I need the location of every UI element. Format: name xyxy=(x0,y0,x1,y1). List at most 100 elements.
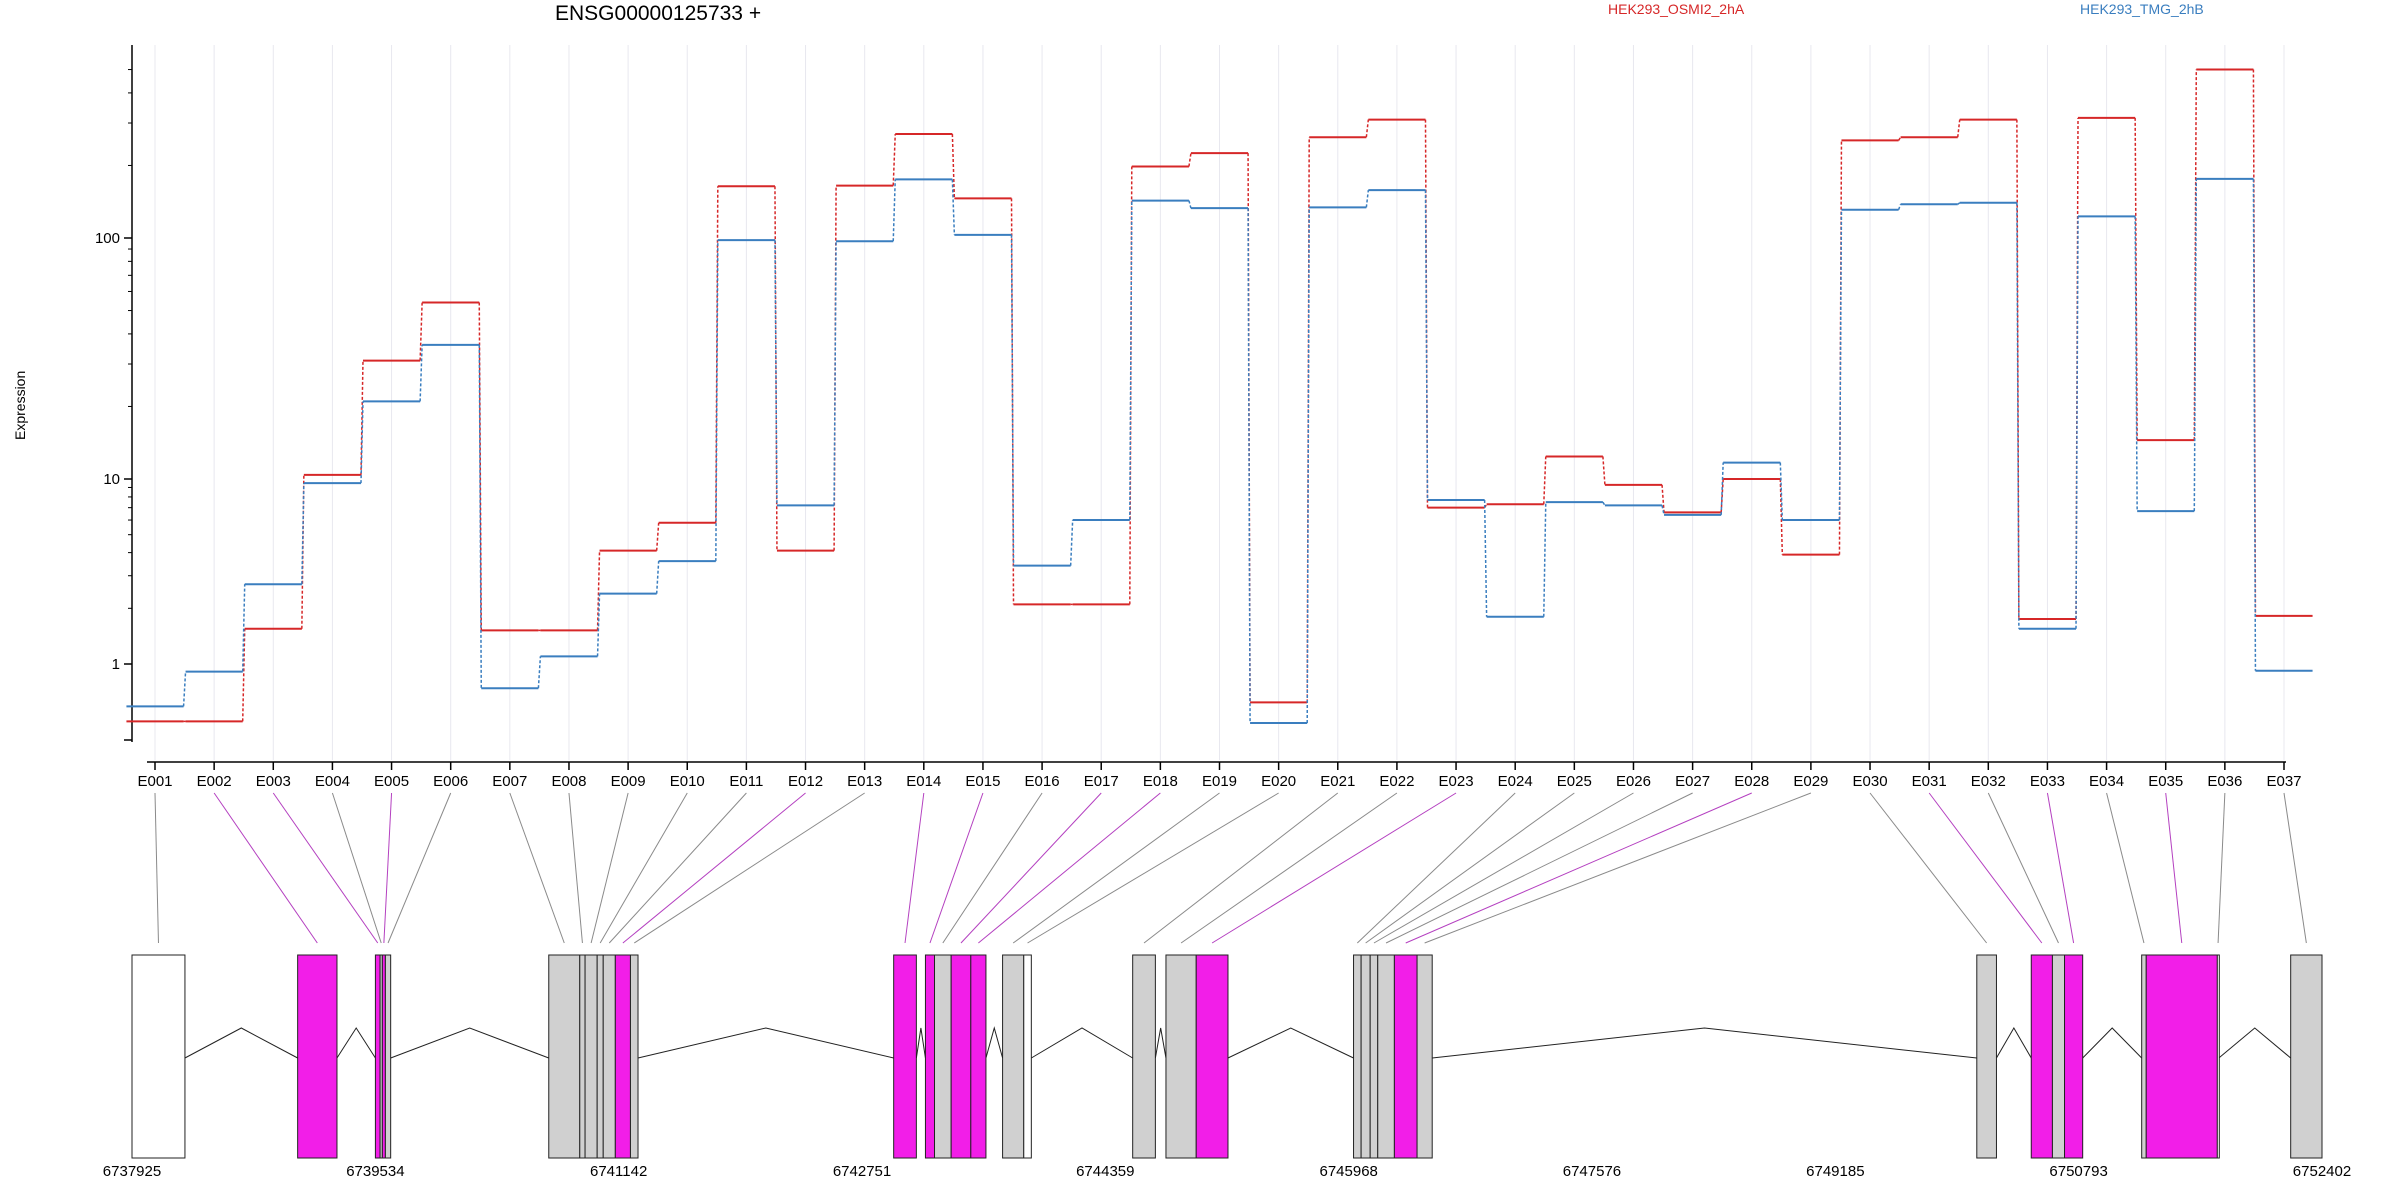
connector-E001 xyxy=(154,792,159,944)
coordinate-label: 6737925 xyxy=(103,1163,161,1180)
x-tick-label-E026: E026 xyxy=(1616,773,1651,790)
exon-E009 xyxy=(584,954,598,1159)
x-tick-label-E036: E036 xyxy=(2207,773,2242,790)
x-tick-label-E009: E009 xyxy=(611,773,646,790)
connector-E033 xyxy=(2046,792,2075,944)
connector-E020 xyxy=(1027,792,1279,944)
intron xyxy=(915,1027,926,1059)
y-axis-label: Expression xyxy=(12,370,28,440)
exon-boxes xyxy=(131,954,2323,1159)
x-axis-ticks: E001 E002 E003 E004 E005 E006 E007 E008 E009 E010… xyxy=(137,762,2302,790)
exon-E007 xyxy=(548,954,581,1159)
connector-E017 xyxy=(960,792,1102,944)
exon-E025 xyxy=(1360,954,1371,1159)
connector-E037 xyxy=(2283,792,2307,944)
exon-E033 xyxy=(2064,954,2084,1159)
coordinate-label: 6741142 xyxy=(590,1163,647,1180)
coordinate-label: 6752402 xyxy=(2293,1163,2351,1180)
exon-E003 xyxy=(374,954,381,1159)
connector-E004 xyxy=(331,792,382,944)
exon-E018 xyxy=(970,954,987,1159)
connector-E032 xyxy=(1987,792,2059,944)
x-tick-label-E005: E005 xyxy=(374,773,409,790)
x-tick-label-E034: E034 xyxy=(2089,773,2124,790)
x-tick-label-E016: E016 xyxy=(1025,773,1060,790)
x-tick-label-E022: E022 xyxy=(1379,773,1414,790)
coordinate-label: 6750793 xyxy=(2049,1163,2107,1180)
exon-E013 xyxy=(629,954,639,1159)
intron xyxy=(1227,1027,1354,1059)
x-tick-label-E006: E006 xyxy=(433,773,468,790)
exon-E001 xyxy=(131,954,186,1159)
x-tick-label-E027: E027 xyxy=(1675,773,1710,790)
y-tick-label: 10 xyxy=(103,471,120,488)
connector-E013 xyxy=(633,792,865,944)
intron xyxy=(985,1026,1004,1059)
connector-E026 xyxy=(1373,792,1634,944)
connector-E019 xyxy=(1012,792,1220,944)
connector-E022 xyxy=(1180,792,1398,944)
x-tick-label-E032: E032 xyxy=(1971,773,2006,790)
x-tick-label-E019: E019 xyxy=(1202,773,1237,790)
x-tick-label-E020: E020 xyxy=(1261,773,1296,790)
x-tick-label-E013: E013 xyxy=(847,773,882,790)
intron xyxy=(336,1027,376,1059)
series-2 xyxy=(126,177,2313,724)
exon-E028 xyxy=(1393,954,1418,1159)
coordinate-label: 6742751 xyxy=(833,1163,891,1180)
coordinate-label: 6749185 xyxy=(1806,1163,1864,1180)
connector-E007 xyxy=(509,792,565,944)
x-tick-label-E037: E037 xyxy=(2266,773,2301,790)
x-tick-label-E011: E011 xyxy=(729,773,763,790)
coordinate-label: 6739534 xyxy=(346,1163,404,1180)
intron xyxy=(637,1027,894,1059)
exon-E024 xyxy=(1353,954,1362,1159)
connector-E015 xyxy=(929,792,984,944)
exon-E020 xyxy=(1023,954,1032,1159)
intron-lines xyxy=(184,1026,2292,1059)
exon-E010 xyxy=(596,954,604,1159)
exon-E036 xyxy=(2216,954,2220,1159)
exon-E006 xyxy=(384,954,392,1159)
connector-E030 xyxy=(1869,792,1988,944)
coordinate-label: 6747576 xyxy=(1563,1163,1621,1180)
exon-E015 xyxy=(924,954,936,1159)
x-tick-label-E017: E017 xyxy=(1084,773,1119,790)
chart-title: ENSG00000125733 + xyxy=(555,2,762,25)
exon-E016 xyxy=(934,954,952,1159)
exon-E011 xyxy=(602,954,616,1159)
exon-E026 xyxy=(1369,954,1379,1159)
connector-E014 xyxy=(904,792,925,944)
intron xyxy=(2218,1027,2292,1059)
connector-E021 xyxy=(1143,792,1339,944)
axes: 1 10 100 xyxy=(95,45,2286,763)
genomic-coordinate-axis: 6737925 6739534 6741142 6742751 6744359 67459… xyxy=(103,1163,2351,1180)
connector-E005 xyxy=(383,792,393,944)
connector-E027 xyxy=(1385,792,1693,944)
exon-E017 xyxy=(950,954,972,1159)
x-tick-label-E002: E002 xyxy=(197,773,232,790)
exon-E030 xyxy=(1976,954,1997,1159)
x-tick-label-E014: E014 xyxy=(906,773,941,790)
connector-E012 xyxy=(622,792,806,944)
legend-series-2: HEK293_TMG_2hB xyxy=(2080,1,2204,17)
connector-E009 xyxy=(590,792,629,944)
y-tick-label: 1 xyxy=(112,656,120,673)
connector-E016 xyxy=(942,792,1043,944)
connector-E002 xyxy=(213,792,318,944)
x-tick-label-E015: E015 xyxy=(965,773,1000,790)
coordinate-label: 6745968 xyxy=(1319,1163,1377,1180)
connector-E025 xyxy=(1365,792,1575,944)
connector-E018 xyxy=(978,792,1161,944)
connector-E010 xyxy=(599,792,688,944)
exon-E037 xyxy=(2290,954,2323,1159)
x-tick-label-E007: E007 xyxy=(492,773,527,790)
exon-connectors xyxy=(154,792,2307,944)
exon-E022 xyxy=(1165,954,1197,1159)
exon-E021 xyxy=(1132,954,1156,1159)
connector-E031 xyxy=(1928,792,2043,944)
exon-E029 xyxy=(1416,954,1433,1159)
connector-E035 xyxy=(2165,792,2183,944)
x-tick-label-E029: E029 xyxy=(1793,773,1828,790)
